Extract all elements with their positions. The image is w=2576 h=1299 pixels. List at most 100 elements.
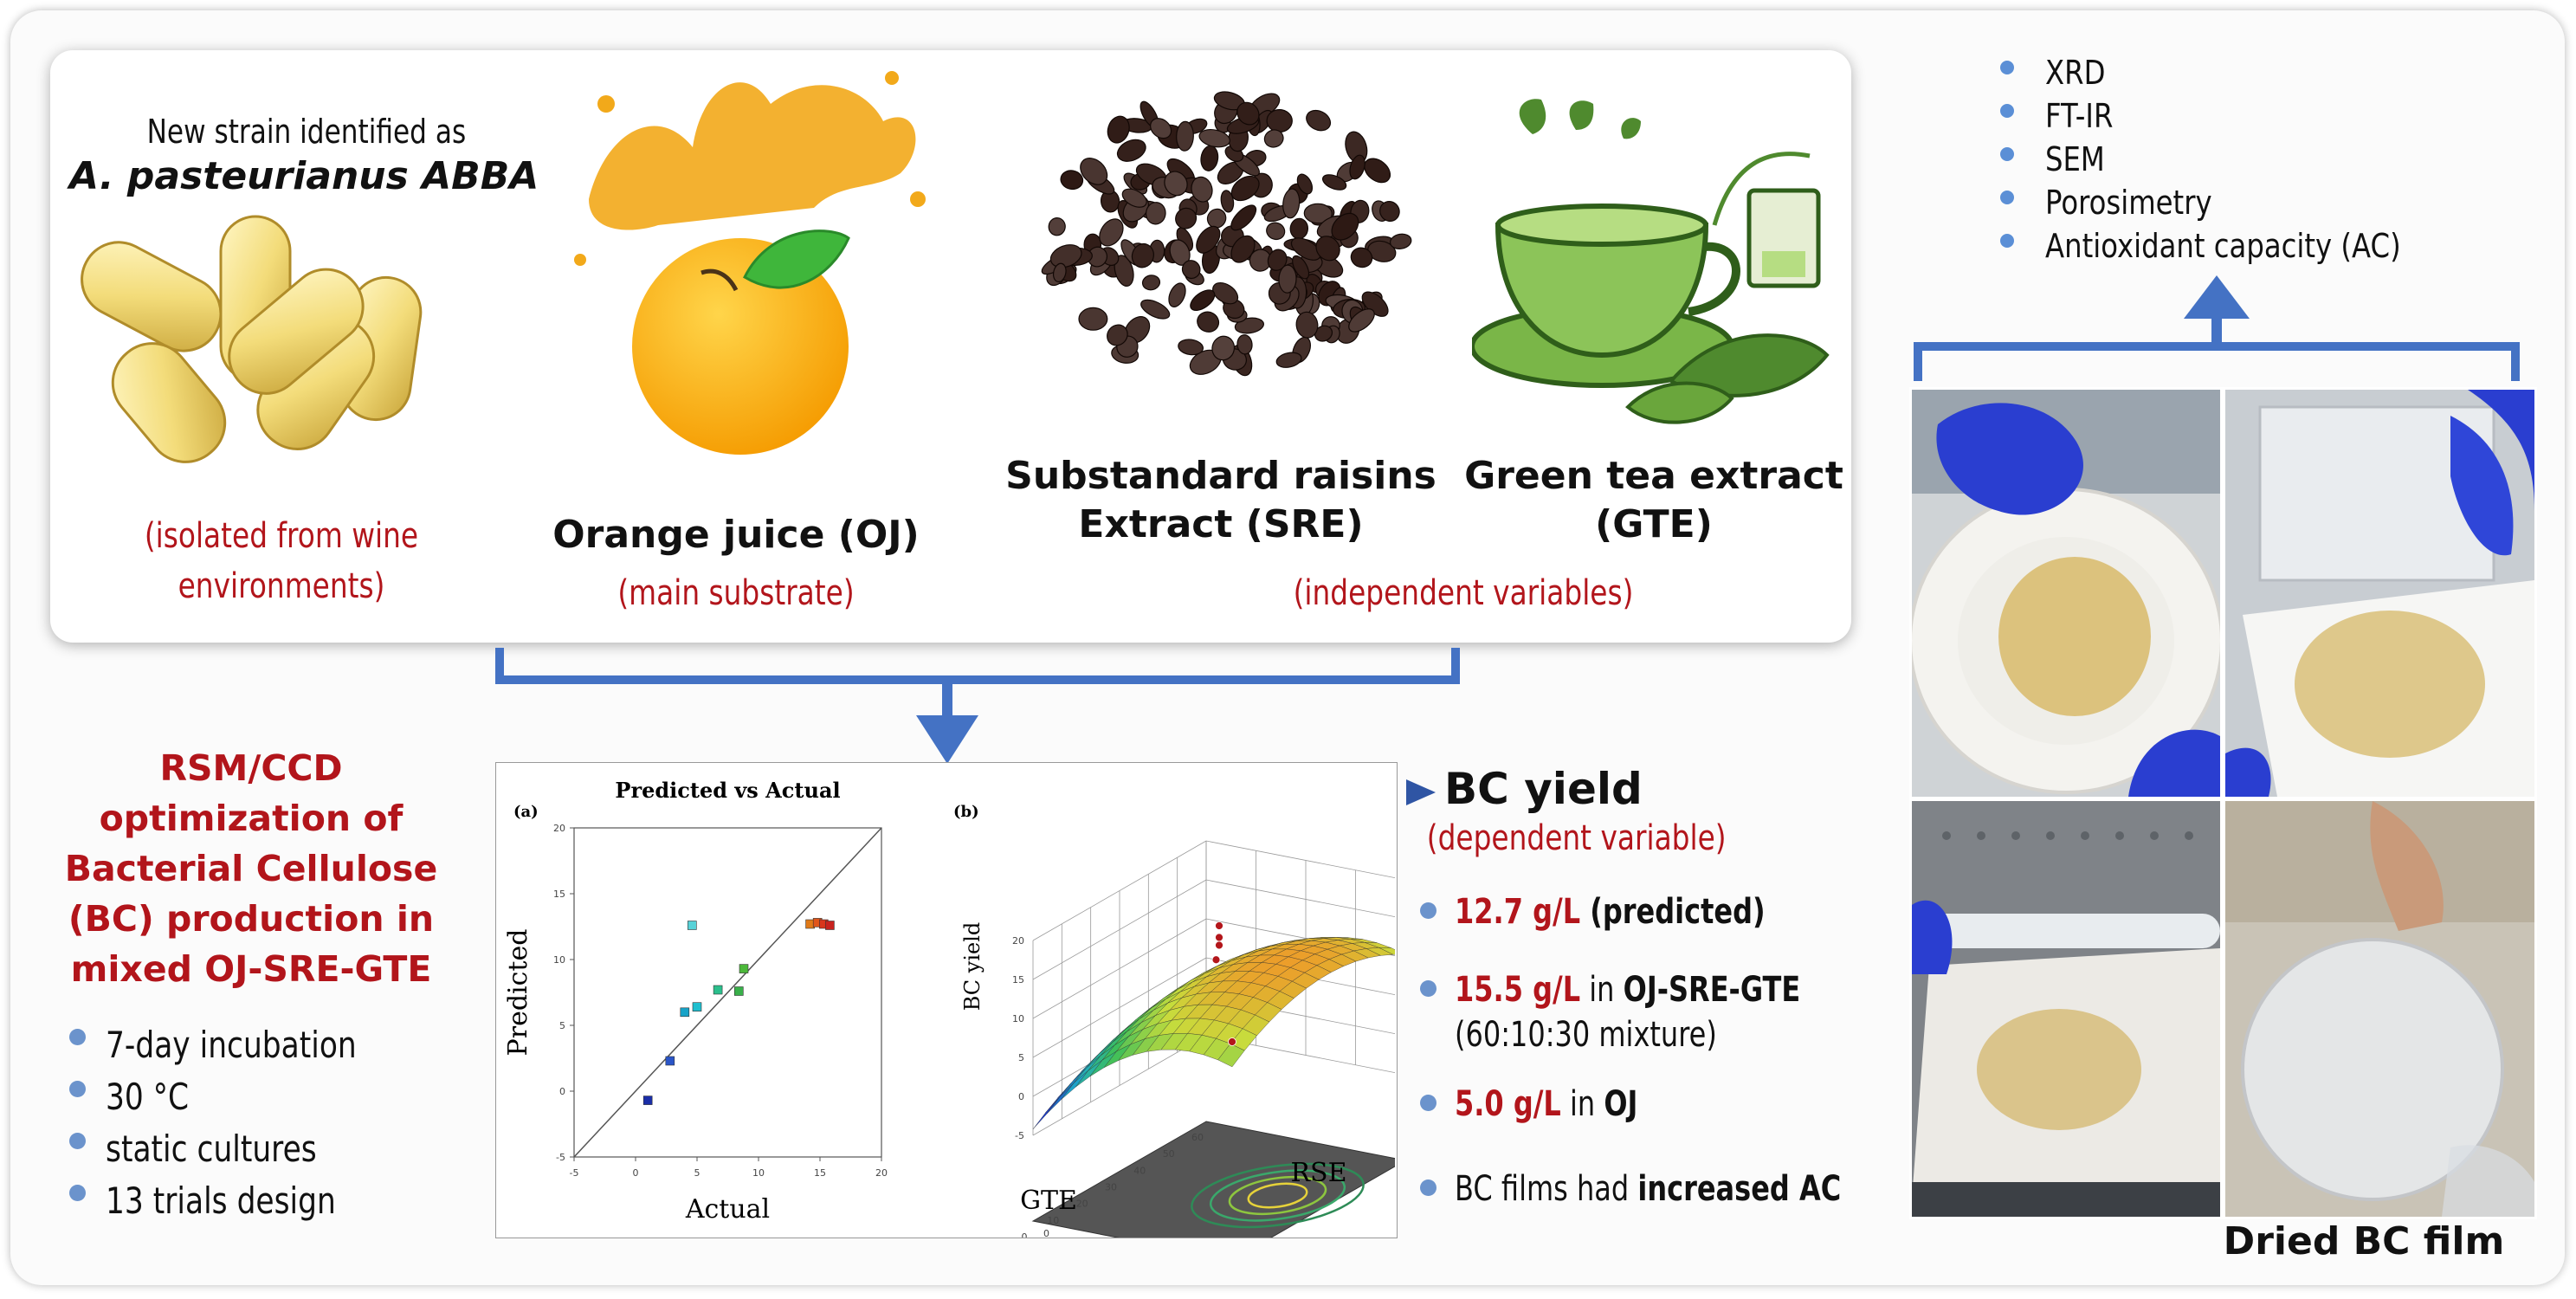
z-axis-label: BC yield [960,922,985,1011]
raisins-icon [1041,91,1412,377]
surface-patch [1047,1082,1075,1114]
x-tick-label: 40 [1133,1165,1146,1176]
up-arrow-icon [2184,275,2250,319]
raisin [1164,171,1188,197]
analysis-item: SEM [2000,140,2520,184]
contour-floor [1031,1121,1395,1238]
x-tick-label: 15 [814,1167,826,1179]
raisin [1314,325,1333,342]
result-value: 5.0 g/L [1455,1084,1561,1124]
raisin [1131,242,1154,268]
raisin [1367,240,1397,262]
raisin [1348,308,1375,333]
dried-bc-film-label: Dried BC film [2223,1219,2505,1263]
raisin [1321,174,1347,191]
z-tick-label: 20 [1012,935,1024,947]
x-tick-label: 5 [694,1167,700,1179]
data-point [688,921,697,930]
raisin [1181,260,1201,280]
photo-bc-film-on-paper [2223,387,2537,799]
design-point [1228,1037,1236,1046]
contour-line [1209,1169,1346,1222]
contour-line [1228,1175,1327,1216]
orange-juice-icon [574,71,926,455]
x-tick-label: 60 [1191,1132,1204,1143]
condition-label: static cultures [106,1128,317,1170]
raisin [1140,299,1171,320]
raisin [1295,311,1319,339]
raisin [1230,204,1257,231]
bullet-dot [2000,147,2014,161]
connector-horizontal [495,675,1460,684]
raisin [1350,247,1373,268]
orange-juice-label: Orange juice (OJ) [552,513,920,557]
photo-dried-bc-film-held [2223,798,2537,1219]
raisin [1060,170,1084,191]
data-point [680,1007,690,1018]
y-tick-label: 0 [559,1086,565,1097]
result-value: 12.7 g/L [1455,892,1581,932]
bullet-dot [1420,980,1436,997]
data-point [642,1095,653,1105]
raisin [1220,190,1235,213]
bc-yield-title: BC yield [1444,764,1643,814]
y-tick-label: 20 [553,823,565,834]
x-tick-label: 30 [1105,1182,1117,1193]
analysis-label: XRD [2045,54,2106,92]
raisin [1206,208,1227,229]
result-text: 12.7 g/L (predicted) [1455,892,1766,932]
raisin [1107,324,1128,346]
raisin [1196,225,1221,254]
z-tick-label: 0 [1018,1091,1024,1102]
result-context: in [1580,970,1624,1010]
z-tick-label: -5 [1015,1130,1024,1141]
raisin [1278,264,1297,294]
raisin [1290,237,1321,261]
reference-line [573,827,882,1158]
condition-item: 30 °C [69,1076,416,1128]
raisin [1176,120,1194,152]
surface-patch [1032,1096,1060,1130]
condition-item: 7-day incubation [69,1024,416,1076]
analysis-label: SEM [2045,140,2105,178]
data-point [739,964,749,973]
raisin [1107,115,1130,144]
x-tick-label: 0 [1022,1231,1028,1238]
raisin [1145,202,1166,225]
panel-label: (a) [513,803,539,821]
bracket-horizontal [1914,342,2520,351]
raisins-label: Substandard raisins Extract (SRE) [1005,454,1436,546]
bc-yield-subtitle: (dependent variable) [1426,818,1727,858]
raisin [1141,275,1161,291]
chart-title: Predicted vs Actual [615,778,840,803]
surface-patch [1059,1068,1087,1098]
design-point [1215,940,1223,950]
raisin [1121,188,1147,208]
panel-label: (b) [953,803,979,821]
result-emphasis: OJ [1604,1084,1638,1124]
bullet-dot [69,1029,86,1045]
green-tea-label: Green tea extract (GTE) [1464,454,1843,546]
orange-juice-note: (main substrate) [617,573,855,613]
x-tick-label: 20 [1076,1199,1088,1210]
y-tick-label: 0 [1043,1228,1049,1238]
result-text: 5.0 g/L in OJ [1455,1084,1637,1124]
condition-item: static cultures [69,1128,416,1179]
condition-label: 30 °C [106,1076,190,1118]
raisin [1349,154,1365,180]
raisin [1191,176,1213,203]
raisin [1315,236,1340,262]
raisin [1303,203,1333,224]
analysis-label: Antioxidant capacity (AC) [2045,227,2401,265]
down-arrow-icon [916,715,978,764]
bullet-dot [1420,1179,1436,1196]
raisin [1211,335,1236,361]
raisin [1266,108,1293,133]
bullet-dot [69,1081,86,1097]
z-tick-label: 10 [1012,1013,1024,1024]
photo-bc-film-in-oven [1909,798,2223,1219]
connector-right-drop [1451,648,1460,684]
raisin [1150,118,1172,139]
y-axis-label: RSE [1290,1158,1346,1188]
bullet-dot [2000,61,2014,74]
